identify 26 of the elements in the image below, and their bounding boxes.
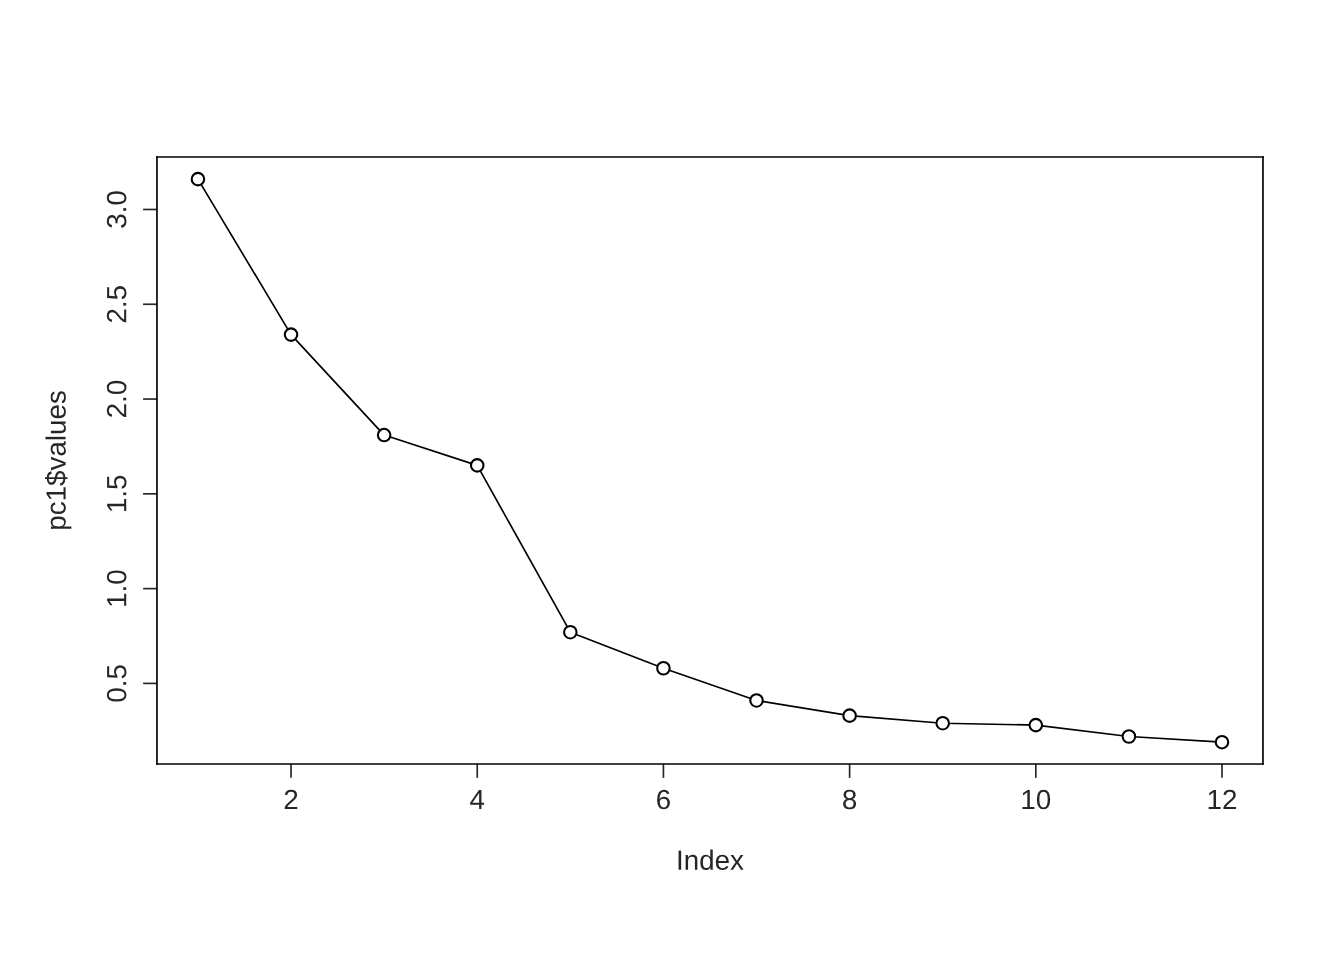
point <box>656 660 671 676</box>
x-tick-label: 12 <box>1208 789 1237 810</box>
x-axis-title: Index <box>678 849 744 870</box>
point <box>190 171 206 187</box>
y-tick-label: 2.5 <box>106 286 127 323</box>
point <box>563 624 578 640</box>
y-tick-label: 1.0 <box>106 570 127 606</box>
x-tick-label: 4 <box>470 789 485 810</box>
point <box>1214 734 1230 750</box>
x-tick-label: 8 <box>843 789 857 810</box>
point <box>1028 717 1044 733</box>
y-tick-label: 1.5 <box>107 475 127 512</box>
point <box>469 458 485 473</box>
point <box>935 715 950 731</box>
y-tick-label: 2.0 <box>106 380 127 417</box>
point <box>842 708 857 723</box>
point <box>283 327 299 342</box>
y-tick-label: 3.0 <box>106 191 127 228</box>
y-tick-label: 0.5 <box>106 665 127 702</box>
x-tick-label: 6 <box>657 789 670 810</box>
x-tick-label: 10 <box>1022 789 1051 810</box>
point <box>749 693 764 708</box>
x-tick-label: 2 <box>284 789 298 810</box>
point <box>376 427 392 443</box>
point <box>1121 729 1137 744</box>
y-axis-title: pc1$values <box>45 391 72 529</box>
